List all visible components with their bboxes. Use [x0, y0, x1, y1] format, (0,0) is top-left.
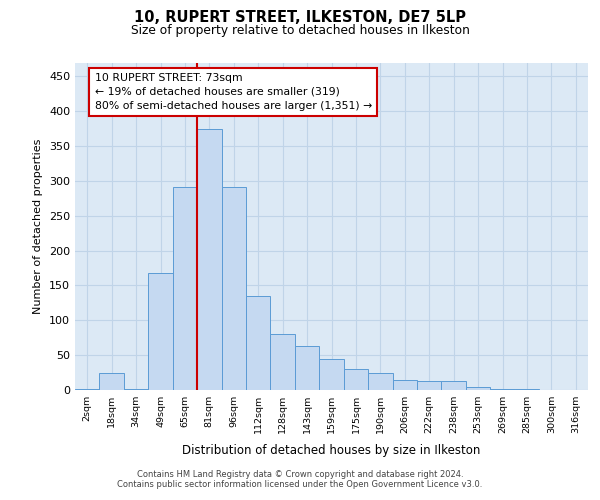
- Text: Contains HM Land Registry data © Crown copyright and database right 2024.
Contai: Contains HM Land Registry data © Crown c…: [118, 470, 482, 489]
- Bar: [100, 372, 124, 390]
- Bar: [344, 369, 368, 390]
- Bar: [466, 387, 490, 390]
- Text: Size of property relative to detached houses in Ilkeston: Size of property relative to detached ho…: [131, 24, 469, 37]
- X-axis label: Distribution of detached houses by size in Ilkeston: Distribution of detached houses by size …: [182, 444, 481, 458]
- Bar: [442, 381, 466, 390]
- Bar: [490, 388, 515, 390]
- Text: 10, RUPERT STREET, ILKESTON, DE7 5LP: 10, RUPERT STREET, ILKESTON, DE7 5LP: [134, 10, 466, 25]
- Bar: [173, 187, 197, 390]
- Bar: [197, 128, 221, 390]
- Bar: [368, 374, 392, 390]
- Bar: [417, 381, 442, 390]
- Bar: [271, 334, 295, 390]
- Bar: [392, 380, 417, 390]
- Bar: [148, 273, 173, 390]
- Text: 10 RUPERT STREET: 73sqm
← 19% of detached houses are smaller (319)
80% of semi-d: 10 RUPERT STREET: 73sqm ← 19% of detache…: [95, 73, 372, 111]
- Y-axis label: Number of detached properties: Number of detached properties: [34, 138, 43, 314]
- Bar: [221, 187, 246, 390]
- Bar: [295, 346, 319, 390]
- Bar: [319, 360, 344, 390]
- Bar: [246, 296, 271, 390]
